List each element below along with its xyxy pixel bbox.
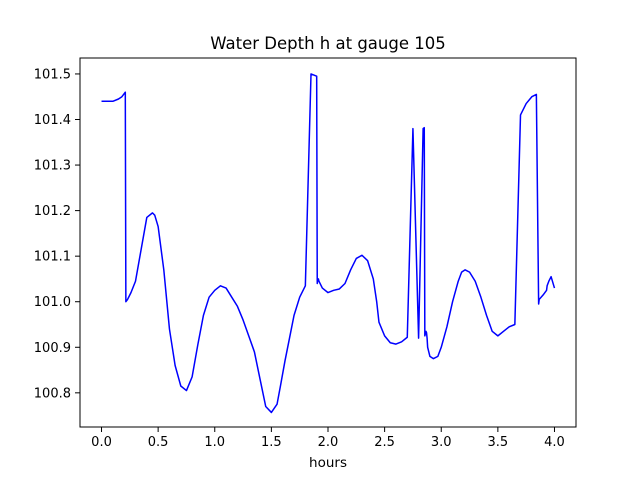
x-tick-label: 2.0 (318, 435, 339, 450)
x-tick-label: 3.5 (488, 435, 509, 450)
y-tick-label: 101.2 (34, 204, 71, 219)
x-tick-label: 1.0 (204, 435, 225, 450)
y-tick-label: 101.1 (34, 250, 71, 265)
y-tick-label: 101.5 (34, 67, 71, 82)
x-tick-label: 0.0 (91, 435, 112, 450)
x-tick-label: 1.5 (261, 435, 282, 450)
x-axis-label: hours (309, 455, 347, 471)
plot-background (80, 58, 576, 427)
x-axis: 0.0 0.5 1.0 1.5 2.0 2.5 3.0 3.5 4.0 (91, 427, 565, 450)
y-tick-label: 101.0 (34, 295, 71, 310)
y-tick-label: 100.8 (34, 386, 71, 401)
plot-area (79, 57, 577, 428)
x-tick-label: 4.0 (544, 435, 565, 450)
y-tick-label: 101.3 (34, 159, 71, 174)
y-axis: 100.8 100.9 101.0 101.1 101.2 101.3 101.4 101.5 (34, 67, 80, 401)
x-tick-label: 2.5 (374, 435, 395, 450)
series-line (101, 73, 556, 414)
y-tick-label: 100.9 (34, 341, 71, 356)
x-tick-label: 3.0 (431, 435, 452, 450)
x-tick-label: 0.5 (148, 435, 169, 450)
y-tick-label: 101.4 (34, 113, 71, 128)
chart-title: Water Depth h at gauge 105 (210, 34, 445, 53)
